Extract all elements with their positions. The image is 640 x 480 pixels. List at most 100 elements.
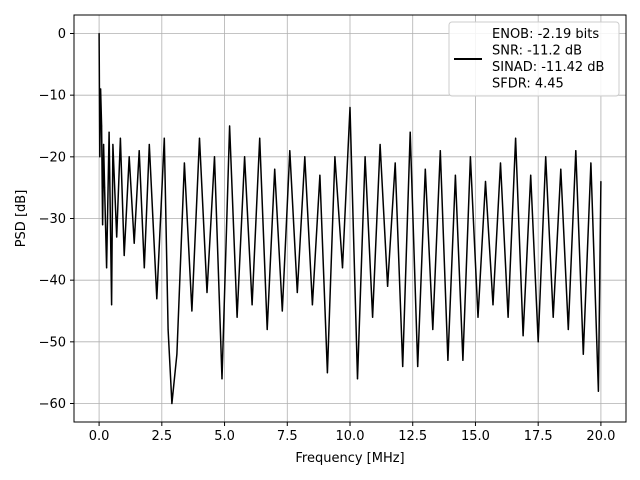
psd-point [545, 156, 547, 158]
psd-point [104, 187, 106, 189]
psd-point [213, 156, 216, 158]
x-axis-label: Frequency [MHz] [295, 451, 404, 466]
psd-point [116, 236, 118, 238]
psd-point [191, 310, 193, 312]
psd-point [417, 365, 419, 368]
psd-point [98, 32, 100, 35]
y-tick-label: −30 [39, 212, 66, 227]
psd-point [108, 131, 110, 133]
psd-point [492, 304, 494, 306]
x-tick-label: 0.0 [89, 429, 110, 444]
psd-point [148, 143, 150, 146]
psd-point [198, 137, 201, 139]
psd-point [424, 168, 426, 170]
psd-point [600, 180, 602, 183]
psd-point [259, 137, 261, 139]
psd-point [387, 285, 389, 287]
x-tick-label: 15.0 [461, 429, 490, 444]
y-tick-label: −20 [39, 150, 66, 165]
psd-point [311, 304, 313, 306]
psd-point [379, 143, 381, 146]
psd-point [289, 150, 291, 152]
psd-point [469, 156, 471, 158]
psd-point [575, 150, 577, 152]
psd-point [372, 316, 374, 318]
y-axis-label: PSD [dB] [14, 190, 29, 248]
psd-point [477, 316, 479, 318]
psd-point [103, 143, 105, 146]
psd-point [507, 316, 509, 318]
psd-point [582, 353, 584, 355]
psd-point [522, 335, 524, 337]
psd-point [281, 310, 283, 312]
psd-point [236, 316, 238, 318]
x-tick-label: 10.0 [336, 429, 365, 444]
psd-point [296, 291, 298, 294]
y-tick-label: −50 [39, 335, 66, 350]
psd-point [439, 150, 441, 152]
x-tick-label: 5.0 [214, 429, 235, 444]
psd-point [128, 156, 130, 158]
psd-point [432, 328, 434, 331]
x-tick-label: 2.5 [151, 429, 172, 444]
psd-point [447, 359, 449, 361]
legend-box [448, 21, 620, 97]
psd-point [102, 224, 104, 226]
psd-point [101, 125, 103, 127]
psd-point [597, 390, 600, 392]
psd-point [167, 328, 169, 331]
x-tick-label: 17.5 [524, 429, 553, 444]
legend: ENOB: -2.19 bits SNR: -11.2 dB SINAD: -1… [448, 21, 620, 97]
psd-point [394, 162, 396, 164]
psd-point [123, 254, 125, 257]
x-tick-label: 7.5 [277, 429, 298, 444]
psd-point [133, 242, 135, 244]
psd-point [530, 174, 532, 176]
psd-point [552, 316, 554, 318]
legend-sinad: SINAD: -11.42 dB [492, 60, 604, 75]
psd-point [590, 162, 592, 164]
psd-point [341, 267, 344, 269]
y-tick-label: −10 [39, 89, 66, 104]
legend-sfdr: SFDR: 4.45 [492, 77, 564, 92]
psd-point [274, 168, 276, 170]
psd-point [567, 328, 569, 331]
psd-point [143, 267, 145, 269]
psd-point [356, 378, 359, 380]
psd-point [484, 180, 487, 183]
psd-point [229, 125, 231, 127]
psd-point [454, 174, 456, 176]
psd-point [409, 131, 411, 133]
psd-point [206, 291, 208, 294]
psd-point [156, 298, 158, 300]
psd-point [326, 372, 328, 374]
psd-point [111, 304, 113, 306]
psd-point [304, 156, 306, 158]
ticks-layer: 0.0 2.5 5.0 7.5 10.0 12.5 15.0 17.5 20.0 0 −10 −20 −… [39, 27, 616, 444]
psd-point [171, 402, 173, 405]
psd-point [266, 328, 268, 331]
y-tick-label: −40 [39, 274, 66, 289]
psd-point [244, 156, 246, 158]
psd-point [119, 137, 121, 139]
psd-point [537, 341, 539, 343]
psd-point [364, 156, 366, 158]
x-tick-label: 12.5 [398, 429, 427, 444]
psd-point [560, 168, 562, 170]
psd-point [100, 88, 102, 90]
psd-point [138, 150, 140, 152]
psd-point [163, 137, 165, 139]
psd-point [106, 267, 108, 269]
psd-point [402, 365, 404, 368]
psd-point [221, 378, 223, 380]
psd-point [334, 156, 336, 158]
psd-point [319, 174, 321, 176]
psd-point [499, 162, 502, 164]
psd-point [99, 156, 101, 158]
psd-point [515, 137, 517, 139]
x-tick-label: 20.0 [586, 429, 615, 444]
legend-enob: ENOB: -2.19 bits [492, 27, 599, 42]
psd-point [251, 304, 253, 306]
psd-point [112, 143, 114, 146]
